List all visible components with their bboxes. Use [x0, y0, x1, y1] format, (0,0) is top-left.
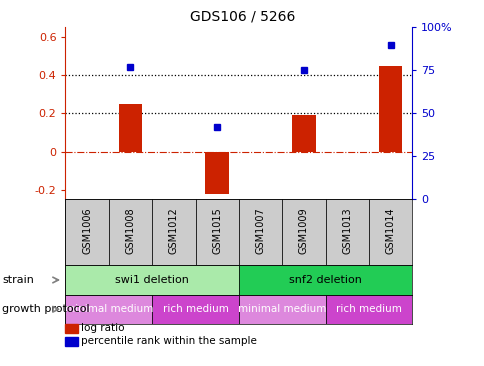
- Bar: [65, 199, 108, 265]
- Bar: [282, 199, 325, 265]
- Bar: [65, 324, 77, 333]
- Bar: [378, 66, 402, 152]
- Text: GSM1012: GSM1012: [168, 208, 179, 254]
- Bar: [108, 199, 152, 265]
- Text: GSM1013: GSM1013: [342, 208, 351, 254]
- Bar: [238, 199, 282, 265]
- Text: rich medium: rich medium: [335, 304, 401, 314]
- Bar: [65, 295, 152, 324]
- Text: GSM1015: GSM1015: [212, 208, 222, 254]
- Bar: [152, 199, 195, 265]
- Bar: [291, 115, 315, 152]
- Text: GSM1006: GSM1006: [82, 208, 92, 254]
- Bar: [238, 295, 325, 324]
- Text: percentile rank within the sample: percentile rank within the sample: [81, 336, 257, 346]
- Bar: [325, 199, 368, 265]
- Text: GDS106 / 5266: GDS106 / 5266: [189, 9, 295, 23]
- Text: snf2 deletion: snf2 deletion: [288, 275, 361, 285]
- Text: GSM1008: GSM1008: [125, 208, 135, 254]
- Text: strain: strain: [2, 275, 34, 285]
- Text: growth protocol: growth protocol: [2, 304, 90, 314]
- Bar: [205, 152, 228, 194]
- Bar: [65, 337, 77, 346]
- Bar: [238, 265, 411, 295]
- Bar: [118, 104, 142, 152]
- Text: minimal medium: minimal medium: [64, 304, 152, 314]
- Text: swi1 deletion: swi1 deletion: [115, 275, 189, 285]
- Bar: [65, 265, 238, 295]
- Text: log ratio: log ratio: [81, 324, 124, 333]
- Text: GSM1009: GSM1009: [298, 208, 308, 254]
- Bar: [152, 295, 238, 324]
- Bar: [368, 199, 411, 265]
- Text: GSM1007: GSM1007: [255, 208, 265, 254]
- Bar: [325, 295, 411, 324]
- Text: GSM1014: GSM1014: [385, 208, 395, 254]
- Text: minimal medium: minimal medium: [238, 304, 326, 314]
- Text: rich medium: rich medium: [162, 304, 228, 314]
- Bar: [195, 199, 239, 265]
